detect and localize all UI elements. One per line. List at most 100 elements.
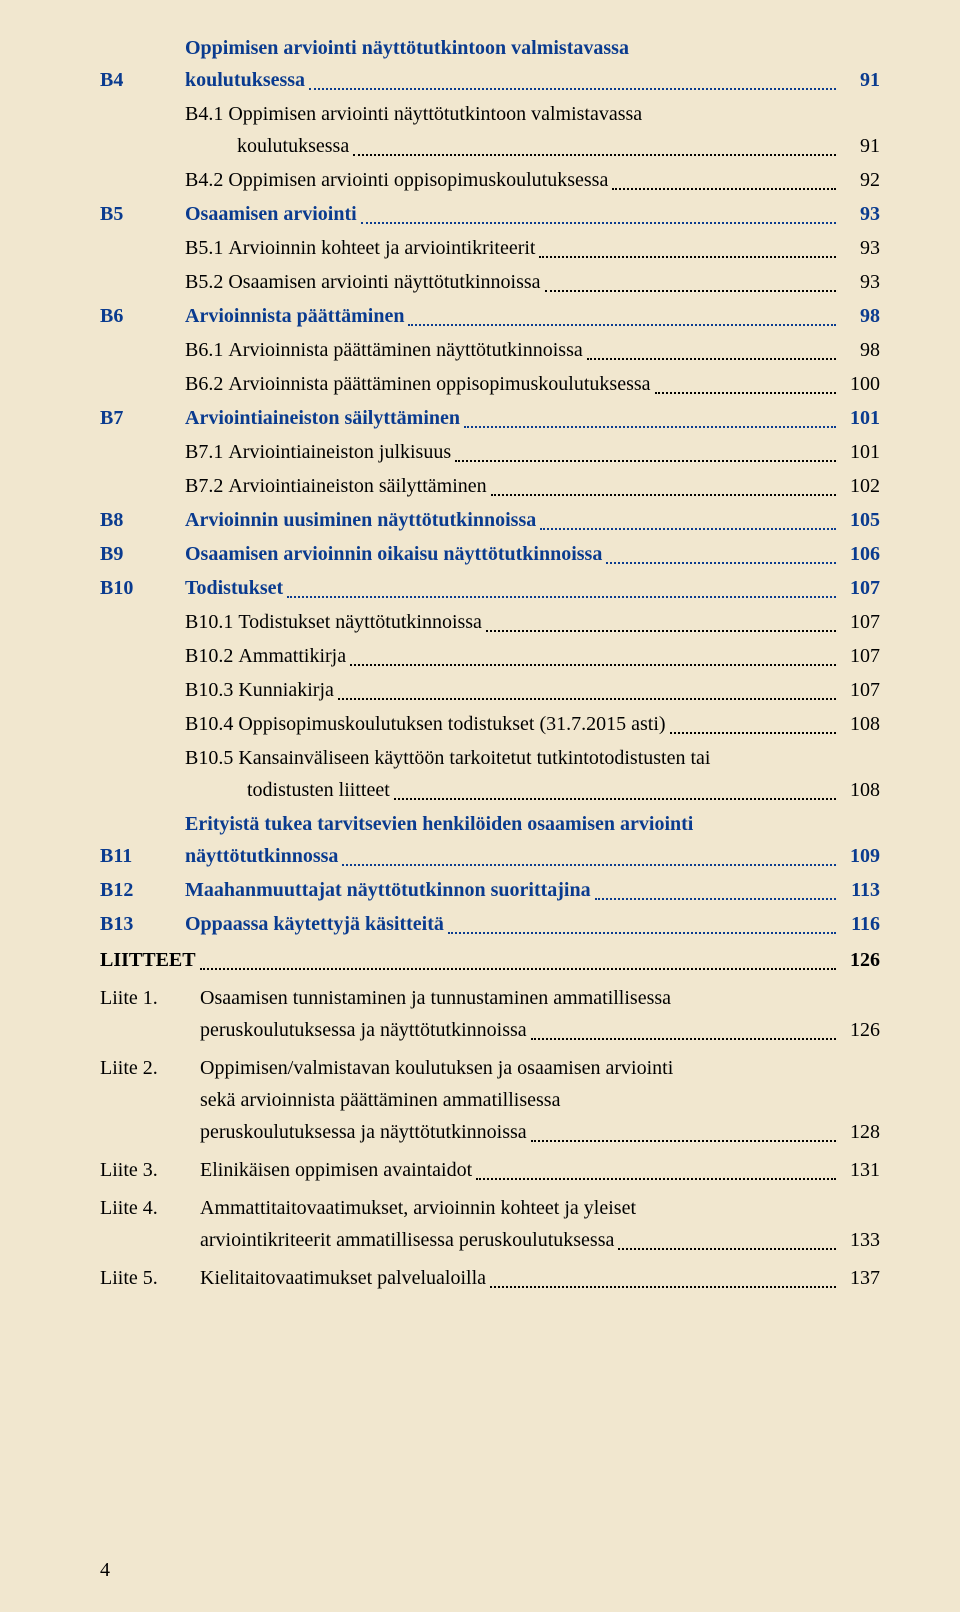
toc-section-b13: B13 Oppaassa käytettyjä käsitteitä 116 bbox=[100, 908, 880, 940]
sub-id: B4.2 bbox=[185, 164, 223, 196]
liite-text-l2: peruskoulutuksessa ja näyttötutkinnoissa bbox=[200, 1014, 527, 1046]
sub-id: B7.2 bbox=[185, 470, 223, 502]
toc-section-liitteet: LIITTEET 126 bbox=[100, 944, 880, 976]
liite-text-l1: Osaamisen tunnistaminen ja tunnustaminen… bbox=[200, 982, 671, 1014]
sub-text: Todistukset näyttötutkinnoissa bbox=[238, 606, 482, 638]
page-number: 91 bbox=[840, 130, 880, 162]
sub-id: B10.4 bbox=[185, 708, 233, 740]
liite-item: Liite 2. Oppimisen/valmistavan koulutuks… bbox=[100, 1052, 880, 1148]
leader-dots bbox=[655, 392, 836, 394]
section-label: B5 bbox=[100, 198, 185, 230]
page-number: 93 bbox=[840, 232, 880, 264]
leader-dots bbox=[464, 426, 836, 428]
page-number: 101 bbox=[840, 436, 880, 468]
section-title: Osaamisen arvioinnin oikaisu näyttötutki… bbox=[185, 538, 602, 570]
page-number: 137 bbox=[840, 1262, 880, 1294]
liite-item: Liite 5. Kielitaitovaatimukset palvelual… bbox=[100, 1262, 880, 1294]
sub-id: B10.2 bbox=[185, 640, 233, 672]
sub-id: B7.1 bbox=[185, 436, 223, 468]
page-number: 91 bbox=[840, 64, 880, 96]
leader-dots bbox=[490, 1286, 836, 1288]
section-title: Maahanmuuttajat näyttötutkinnon suoritta… bbox=[185, 874, 591, 906]
leader-dots bbox=[531, 1140, 836, 1142]
liite-label: Liite 1. bbox=[100, 982, 200, 1014]
liite-item: Liite 1. Osaamisen tunnistaminen ja tunn… bbox=[100, 982, 880, 1046]
sub-id: B5.1 bbox=[185, 232, 223, 264]
page-number: 131 bbox=[840, 1154, 880, 1186]
leader-dots bbox=[448, 932, 836, 934]
page-number: 107 bbox=[840, 572, 880, 604]
leader-dots bbox=[545, 290, 836, 292]
leader-dots bbox=[486, 630, 836, 632]
page-number: 116 bbox=[840, 908, 880, 940]
sub-id: B6.1 bbox=[185, 334, 223, 366]
page-number: 98 bbox=[840, 300, 880, 332]
toc-subitem: B10.2 Ammattikirja 107 bbox=[100, 640, 880, 672]
page-number: 102 bbox=[840, 470, 880, 502]
sub-text-line2: koulutuksessa bbox=[185, 130, 349, 162]
page-number: 113 bbox=[840, 874, 880, 906]
liite-label: Liite 5. bbox=[100, 1262, 200, 1294]
toc-section-b7: B7 Arviointiaineiston säilyttäminen 101 bbox=[100, 402, 880, 434]
leader-dots bbox=[361, 222, 836, 224]
page-number: 108 bbox=[840, 774, 880, 806]
toc-section-b11: B11 Erityistä tukea tarvitsevien henkilö… bbox=[100, 808, 880, 872]
toc-subitem: B7.1 Arviointiaineiston julkisuus 101 bbox=[100, 436, 880, 468]
page-number: 107 bbox=[840, 674, 880, 706]
leader-dots bbox=[618, 1248, 836, 1250]
sub-text: Arvioinnista päättäminen näyttötutkinnoi… bbox=[228, 334, 582, 366]
leader-dots bbox=[353, 154, 836, 156]
leader-dots bbox=[200, 968, 836, 970]
sub-text: Oppimisen arviointi oppisopimuskoulutuks… bbox=[228, 164, 608, 196]
page-number: 107 bbox=[840, 640, 880, 672]
sub-text: Arvioinnin kohteet ja arviointikriteerit bbox=[228, 232, 535, 264]
sub-text: Arvioinnista päättäminen oppisopimuskoul… bbox=[228, 368, 650, 400]
page-number: 126 bbox=[840, 1014, 880, 1046]
page-number: 93 bbox=[840, 266, 880, 298]
page-number: 106 bbox=[840, 538, 880, 570]
section-label: B10 bbox=[100, 572, 185, 604]
liite-text-l1: Elinikäisen oppimisen avaintaidot bbox=[200, 1154, 472, 1186]
sub-text-l2: todistusten liitteet bbox=[185, 774, 390, 806]
section-title: Todistukset bbox=[185, 572, 283, 604]
section-label: B6 bbox=[100, 300, 185, 332]
sub-id: B5.2 bbox=[185, 266, 223, 298]
toc-subitem: B4.1 Oppimisen arviointi näyttötutkintoo… bbox=[100, 98, 880, 162]
page-number: 128 bbox=[840, 1116, 880, 1148]
toc-section-b12: B12 Maahanmuuttajat näyttötutkinnon suor… bbox=[100, 874, 880, 906]
section-label: B7 bbox=[100, 402, 185, 434]
sub-text: Oppimisen arviointi näyttötutkintoon val… bbox=[228, 98, 642, 130]
leader-dots bbox=[309, 88, 836, 90]
sub-text: Ammattikirja bbox=[238, 640, 346, 672]
sub-text: Oppisopimuskoulutuksen todistukset (31.7… bbox=[238, 708, 665, 740]
section-label: B11 bbox=[100, 840, 185, 872]
toc-subitem: B6.2 Arvioinnista päättäminen oppisopimu… bbox=[100, 368, 880, 400]
sub-text: Arviointiaineiston julkisuus bbox=[228, 436, 451, 468]
page-number: 101 bbox=[840, 402, 880, 434]
sub-text: Osaamisen arviointi näyttötutkinnoissa bbox=[228, 266, 540, 298]
sub-text: Arviointiaineiston säilyttäminen bbox=[228, 470, 486, 502]
leader-dots bbox=[342, 864, 836, 866]
leader-dots bbox=[338, 698, 836, 700]
toc-section-b6: B6 Arvioinnista päättäminen 98 bbox=[100, 300, 880, 332]
liite-text-l2: sekä arvioinnista päättäminen ammatillis… bbox=[200, 1084, 560, 1116]
leader-dots bbox=[476, 1178, 836, 1180]
page-number: 109 bbox=[840, 840, 880, 872]
liite-label: Liite 3. bbox=[100, 1154, 200, 1186]
section-label: B9 bbox=[100, 538, 185, 570]
page-number: 100 bbox=[840, 368, 880, 400]
section-label: B8 bbox=[100, 504, 185, 536]
leader-dots bbox=[539, 256, 836, 258]
page-number: 98 bbox=[840, 334, 880, 366]
toc-subitem: B10.5 Kansainväliseen käyttöön tarkoitet… bbox=[100, 742, 880, 806]
section-title: Arviointiaineiston säilyttäminen bbox=[185, 402, 460, 434]
section-title: Oppaassa käytettyjä käsitteitä bbox=[185, 908, 444, 940]
toc-subitem: B10.4 Oppisopimuskoulutuksen todistukset… bbox=[100, 708, 880, 740]
leader-dots bbox=[540, 528, 836, 530]
table-of-contents: B4 Oppimisen arviointi näyttötutkintoon … bbox=[100, 32, 880, 1294]
toc-subitem: B7.2 Arviointiaineiston säilyttäminen 10… bbox=[100, 470, 880, 502]
leader-dots bbox=[595, 898, 836, 900]
toc-section-b5: B5 Osaamisen arviointi 93 bbox=[100, 198, 880, 230]
page-number: 133 bbox=[840, 1224, 880, 1256]
section-title-line1: Oppimisen arviointi näyttötutkintoon val… bbox=[185, 32, 629, 64]
